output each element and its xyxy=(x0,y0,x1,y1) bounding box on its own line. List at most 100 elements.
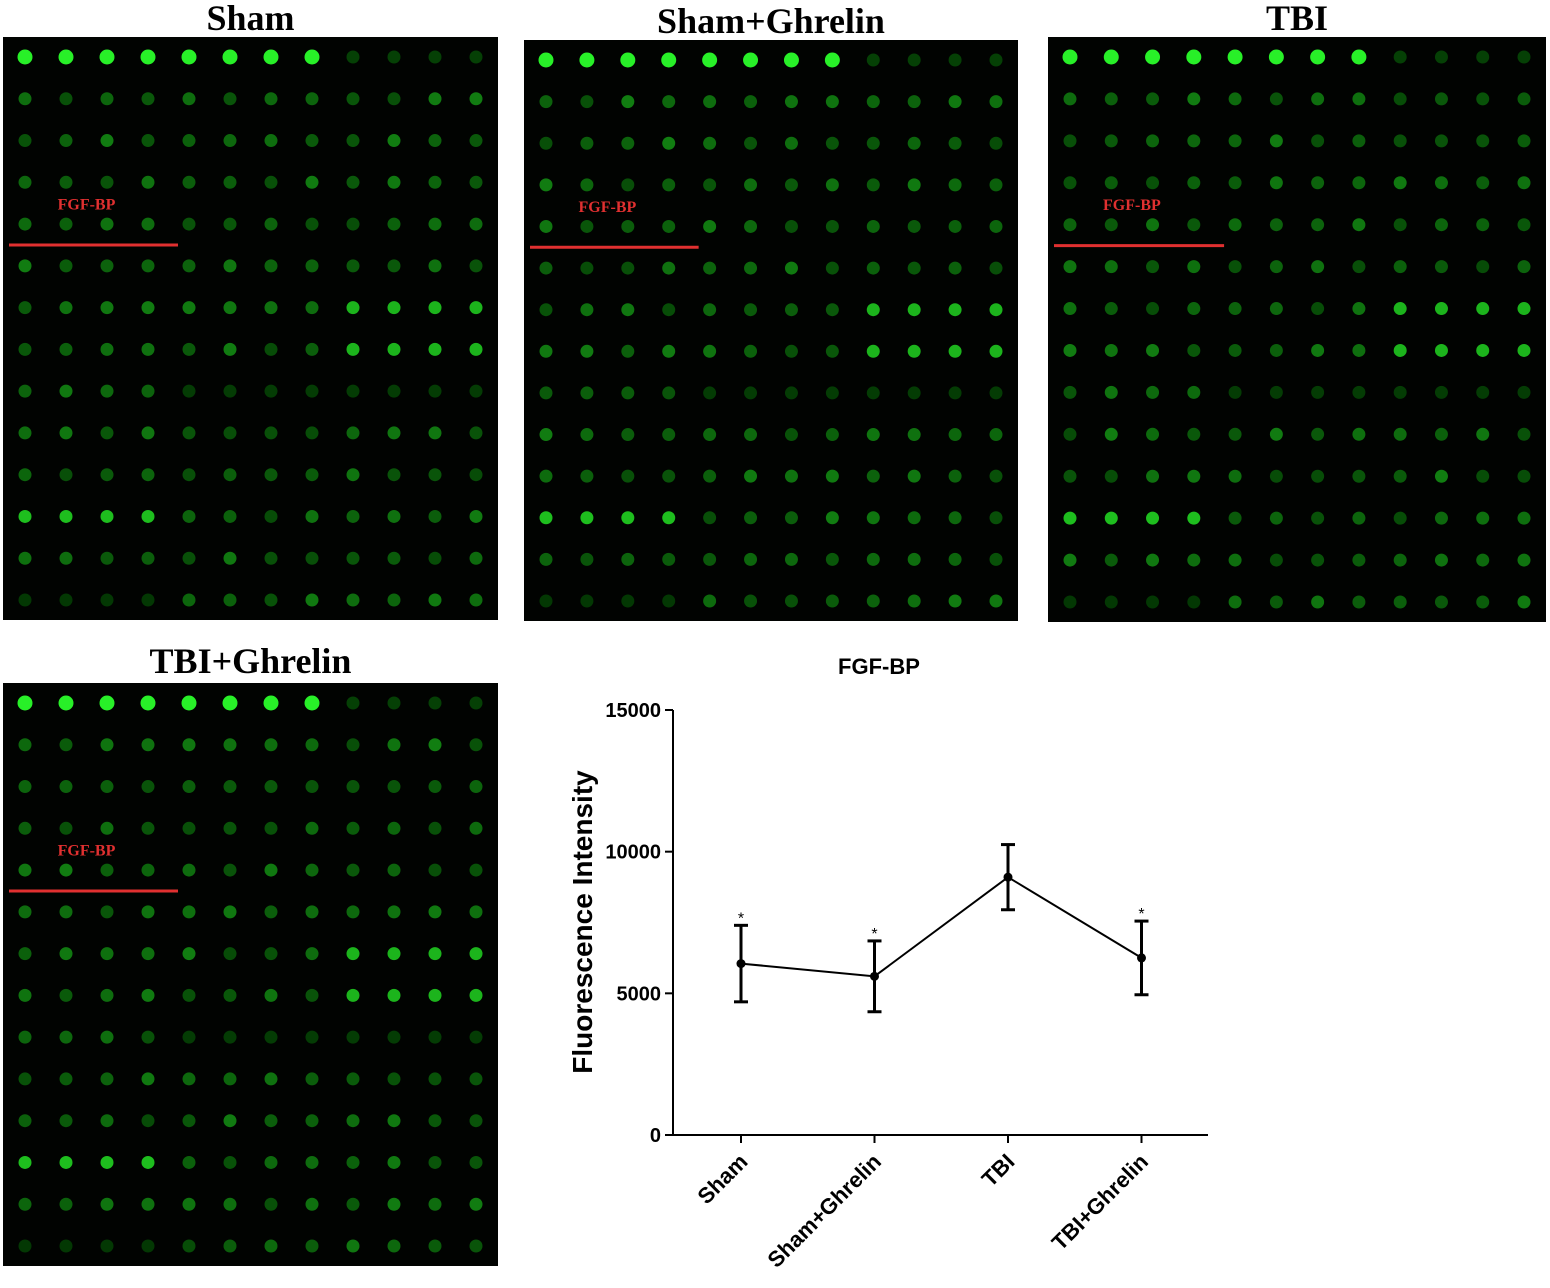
array-spot xyxy=(264,468,278,482)
array-spot xyxy=(223,426,237,440)
array-spot xyxy=(223,175,237,189)
panel-title-tbi-ghrelin: TBI+Ghrelin xyxy=(149,641,352,681)
array-spot xyxy=(182,738,196,752)
array-spot xyxy=(907,219,921,233)
array-spot xyxy=(346,821,360,835)
array-spot xyxy=(305,134,319,148)
array-spot xyxy=(703,469,717,483)
array-spot xyxy=(621,303,635,317)
array-spot xyxy=(387,1072,401,1086)
x-tick-label: TBI+Ghrelin xyxy=(1047,1149,1153,1255)
array-spot xyxy=(1311,134,1325,148)
array-spot xyxy=(469,551,483,565)
array-spot xyxy=(825,261,839,275)
array-spot xyxy=(1434,50,1448,64)
array-spot xyxy=(346,551,360,565)
array-spot xyxy=(744,303,758,317)
array-spot xyxy=(263,49,279,65)
array-spot xyxy=(948,469,962,483)
array-spot xyxy=(1104,595,1118,609)
array-spot xyxy=(866,53,880,67)
array-spot xyxy=(305,780,319,794)
array-spot xyxy=(866,552,880,566)
array-spot xyxy=(989,261,1003,275)
array-spot xyxy=(948,261,962,275)
array-spot xyxy=(825,552,839,566)
array-spot xyxy=(305,1197,319,1211)
array-spot xyxy=(580,95,594,109)
array-spot xyxy=(662,303,676,317)
array-spot xyxy=(264,780,278,794)
array-spot xyxy=(469,259,483,273)
array-spot xyxy=(141,593,155,607)
x-tick-label: Sham xyxy=(692,1149,752,1209)
array-spot xyxy=(59,1072,73,1086)
array-spot xyxy=(1269,469,1283,483)
array-spot xyxy=(141,384,155,398)
array-spot xyxy=(1063,134,1077,148)
y-tick-label: 10000 xyxy=(605,842,661,864)
array-spot xyxy=(1228,343,1242,357)
array-spot xyxy=(1228,385,1242,399)
array-spot xyxy=(387,301,401,315)
array-spot xyxy=(1393,553,1407,567)
significance-marker: * xyxy=(871,926,877,943)
array-spot xyxy=(182,1239,196,1253)
array-spot xyxy=(825,178,839,192)
array-spot xyxy=(703,594,717,608)
array-spot xyxy=(1434,511,1448,525)
array-spot xyxy=(989,178,1003,192)
array-spot xyxy=(1104,218,1118,232)
array-spot xyxy=(346,509,360,523)
array-spot xyxy=(824,52,840,68)
array-spot xyxy=(866,469,880,483)
array-spot xyxy=(99,695,115,711)
array-spot xyxy=(305,259,319,273)
array-spot xyxy=(1517,427,1531,441)
array-spot xyxy=(989,136,1003,150)
array-spot xyxy=(539,261,553,275)
array-spot xyxy=(100,1114,114,1128)
array-spot xyxy=(182,905,196,919)
array-spot xyxy=(59,92,73,106)
array-spot xyxy=(1228,511,1242,525)
array-spot xyxy=(539,303,553,317)
chart-title: FGF-BP xyxy=(838,654,920,679)
array-spot xyxy=(18,217,32,231)
array-spot xyxy=(1146,92,1160,106)
array-spot xyxy=(59,593,73,607)
array-spot xyxy=(580,219,594,233)
array-spot xyxy=(346,905,360,919)
array-spot xyxy=(1434,427,1448,441)
array-spot xyxy=(989,303,1003,317)
array-spot xyxy=(744,95,758,109)
array-spot xyxy=(346,988,360,1002)
array-spot xyxy=(264,1155,278,1169)
array-spot xyxy=(1063,427,1077,441)
array-spot xyxy=(305,342,319,356)
array-spot xyxy=(621,428,635,442)
array-spot xyxy=(1517,511,1531,525)
array-spot xyxy=(1269,343,1283,357)
array-spot xyxy=(1062,49,1078,65)
array-spot xyxy=(387,1239,401,1253)
fgf-bp-marker-label: FGF-BP xyxy=(58,196,116,213)
array-spot xyxy=(346,738,360,752)
array-spot xyxy=(182,988,196,1002)
y-tick-label: 5000 xyxy=(617,983,662,1005)
array-spot xyxy=(469,988,483,1002)
array-spot xyxy=(469,342,483,356)
array-spot xyxy=(59,1030,73,1044)
array-spot xyxy=(1352,553,1366,567)
array-spot xyxy=(1104,343,1118,357)
array-spot xyxy=(703,386,717,400)
array-spot xyxy=(1228,134,1242,148)
array-spot xyxy=(305,217,319,231)
array-spot xyxy=(744,136,758,150)
array-spot xyxy=(264,134,278,148)
array-spot xyxy=(662,95,676,109)
array-spot xyxy=(387,384,401,398)
array-spot xyxy=(866,344,880,358)
array-spot xyxy=(1476,385,1490,399)
array-spot xyxy=(387,1155,401,1169)
